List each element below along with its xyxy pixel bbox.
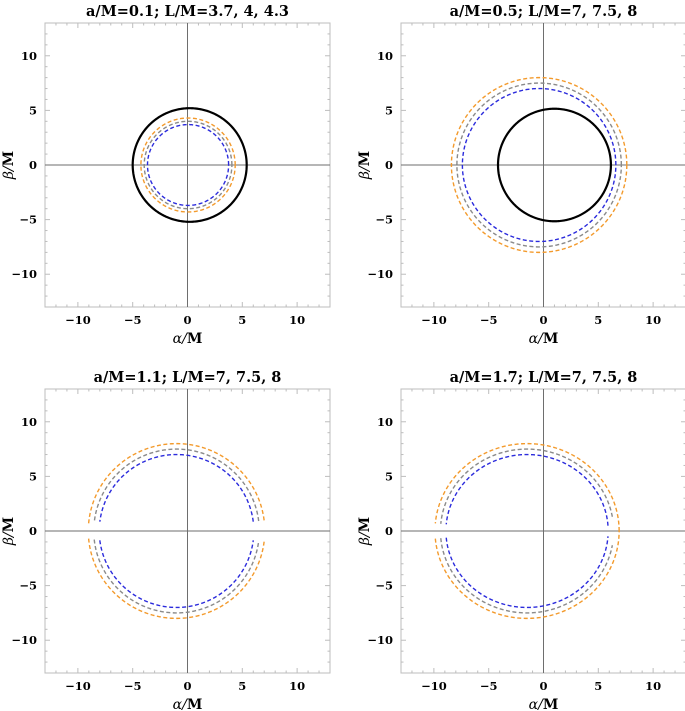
- dashed-ring-curve: [461, 87, 617, 243]
- dashed-ring-curve: [87, 442, 265, 620]
- y-tick-label: 10: [21, 49, 37, 63]
- y-tick-label: −5: [375, 579, 393, 593]
- x-tick-label: 0: [539, 313, 547, 327]
- curves: [434, 442, 620, 620]
- x-axis-label: α/M: [173, 697, 203, 711]
- x-tick-label: −10: [65, 313, 91, 327]
- y-tick-label: 5: [29, 103, 37, 117]
- panel-title: a/M=1.7; L/M=7, 7.5, 8: [450, 369, 638, 386]
- y-tick-label: −10: [11, 267, 37, 281]
- y-tick-label: 0: [385, 524, 393, 538]
- y-tick-label: −10: [11, 633, 37, 647]
- x-tick-label: 5: [594, 679, 602, 693]
- y-tick-label: 5: [385, 469, 393, 483]
- y-tick-label: 10: [377, 49, 393, 63]
- x-tick-label: −10: [421, 679, 447, 693]
- x-axis-label: α/M: [529, 331, 559, 347]
- panel-3: a/M=1.1; L/M=7, 7.5, 8 −10 −5 0 5 10 −10 −5 0 5 1…: [1, 369, 331, 711]
- dashed-ring-curve: [434, 442, 620, 620]
- x-tick-label: 0: [539, 679, 547, 693]
- y-tick-label: −10: [367, 633, 393, 647]
- shadow-curve: [496, 107, 613, 223]
- x-tick-label: 0: [183, 313, 191, 327]
- curves: [87, 442, 265, 620]
- y-tick-label: 0: [29, 524, 37, 538]
- y-axis-label: β/M: [357, 151, 373, 180]
- dashed-ring-curve: [93, 448, 260, 614]
- x-axis-label: α/M: [529, 697, 559, 711]
- y-tick-label: −5: [19, 579, 37, 593]
- y-tick-label: 0: [29, 158, 37, 172]
- x-tick-label: 5: [238, 313, 246, 327]
- dashed-ring-curve: [140, 117, 236, 213]
- panel-title: a/M=1.1; L/M=7, 7.5, 8: [94, 369, 282, 386]
- x-tick-label: −10: [65, 679, 91, 693]
- dashed-ring-curve: [440, 448, 614, 614]
- x-tick-label: −10: [421, 313, 447, 327]
- panel-title: a/M=0.5; L/M=7, 7.5, 8: [450, 3, 638, 20]
- dashed-ring-curve: [146, 123, 230, 207]
- x-tick-label: −5: [124, 313, 142, 327]
- x-axis-label: α/M: [173, 331, 203, 347]
- curves: [131, 107, 248, 223]
- x-tick-label: 10: [645, 679, 661, 693]
- y-tick-label: 10: [21, 415, 37, 429]
- panel-2: a/M=0.5; L/M=7, 7.5, 8 −10 −5 0 5 10 −10 −5 0 5 1…: [357, 3, 685, 347]
- y-tick-label: 5: [29, 469, 37, 483]
- x-tick-label: 5: [594, 313, 602, 327]
- x-tick-label: 5: [238, 679, 246, 693]
- dashed-ring-curve: [143, 120, 233, 210]
- y-tick-label: 10: [377, 415, 393, 429]
- y-axis-label: β/M: [1, 517, 17, 546]
- x-tick-label: 10: [289, 313, 305, 327]
- tick-marks: [45, 23, 330, 307]
- y-tick-label: −5: [375, 213, 393, 227]
- curves: [450, 76, 628, 254]
- shadow-curve: [131, 107, 248, 223]
- tick-marks: [45, 389, 330, 673]
- x-tick-label: 0: [183, 679, 191, 693]
- x-tick-label: −5: [480, 313, 498, 327]
- y-tick-label: −5: [19, 213, 37, 227]
- panel-4: a/M=1.7; L/M=7, 7.5, 8 −10 −5 0 5 10 −10 −5 0 5 1…: [357, 369, 685, 711]
- x-tick-label: −5: [124, 679, 142, 693]
- y-tick-label: −10: [367, 267, 393, 281]
- dashed-ring-curve: [456, 82, 623, 248]
- y-axis-label: β/M: [357, 517, 373, 546]
- dashed-ring-curve: [99, 453, 254, 609]
- y-tick-label: 0: [385, 158, 393, 172]
- y-tick-label: 5: [385, 103, 393, 117]
- x-tick-label: 10: [289, 679, 305, 693]
- dashed-ring-curve: [445, 453, 609, 609]
- x-tick-label: 10: [645, 313, 661, 327]
- panel-title: a/M=0.1; L/M=3.7, 4, 4.3: [86, 3, 289, 20]
- panel-1: a/M=0.1; L/M=3.7, 4, 4.3 −10 −5 0 5 10 −10 −5 0…: [1, 3, 331, 347]
- x-tick-label: −5: [480, 679, 498, 693]
- y-axis-label: β/M: [1, 151, 17, 180]
- dashed-ring-curve: [450, 76, 628, 254]
